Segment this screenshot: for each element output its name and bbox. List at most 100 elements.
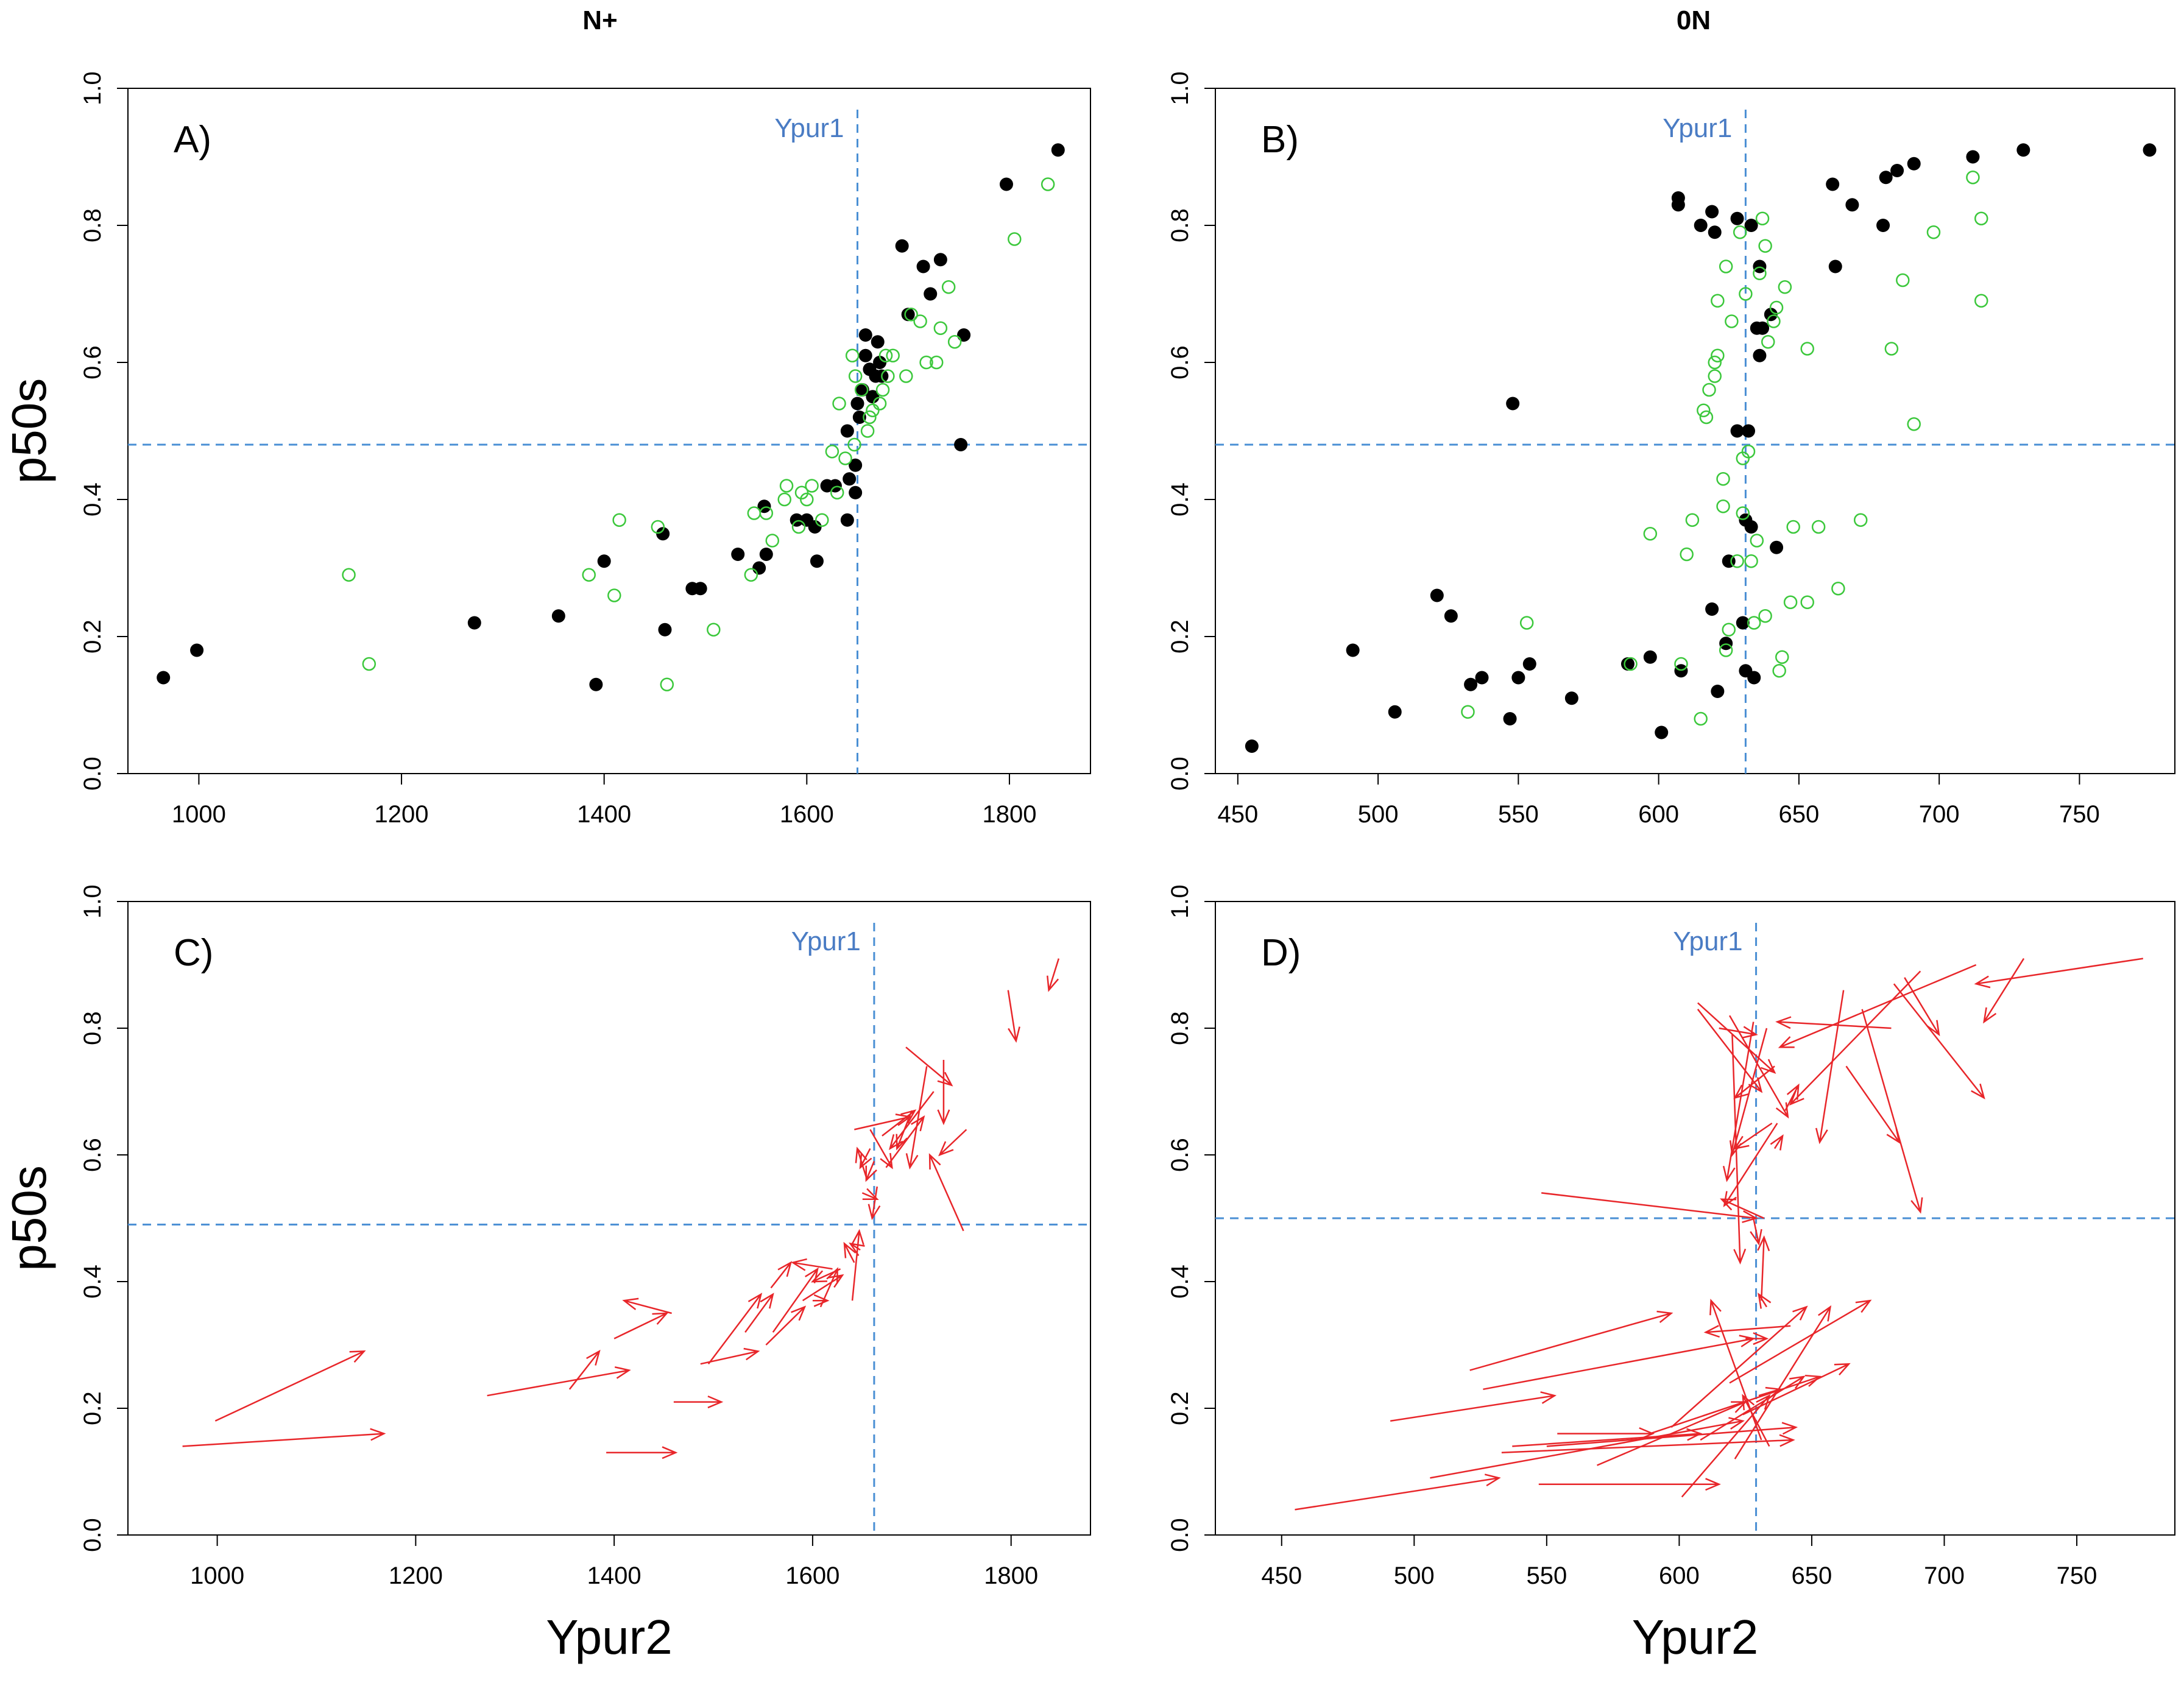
panel-b-point-open bbox=[1778, 280, 1792, 294]
panel-d: 450 500 550 600 650 700 750 0.0 0.2 0.4 0.6 0.8 1.0 Y… bbox=[1167, 884, 2175, 1664]
panel-c-arrow bbox=[606, 1446, 678, 1459]
panel-d-y-tick-label: 0.8 bbox=[1167, 1011, 1193, 1045]
panel-b-point-open bbox=[1750, 534, 1764, 548]
panel-b-point-open bbox=[1624, 657, 1638, 671]
panel-c-x-tick-label: 1200 bbox=[389, 1562, 443, 1589]
panel-c-arrow bbox=[673, 1395, 724, 1409]
panel-b-point-open bbox=[1719, 259, 1733, 273]
panel-d-arrow bbox=[1512, 1428, 1703, 1447]
panel-a-point-open bbox=[607, 588, 621, 602]
panel-a-y-tick-label: 1.0 bbox=[79, 71, 106, 105]
panel-c-arrow bbox=[568, 1349, 601, 1390]
panel-b-point-open bbox=[1643, 527, 1658, 541]
panel-b-point-open bbox=[1708, 369, 1722, 383]
panel-b-point-filled bbox=[1770, 540, 1784, 554]
panel-b-point-filled bbox=[1826, 177, 1840, 191]
panel-a-point-open bbox=[660, 677, 674, 691]
panel-b-y-tick-label: 0.8 bbox=[1167, 208, 1193, 242]
panel-d-x-tick-label: 500 bbox=[1394, 1562, 1435, 1589]
panel-a-y-tick-label: 0.2 bbox=[79, 619, 106, 654]
panel-a-x-tick-label: 1000 bbox=[172, 801, 226, 828]
panel-c-frame bbox=[127, 901, 1091, 1536]
panel-a-point-filled bbox=[808, 520, 822, 534]
panel-b-point-open bbox=[1461, 705, 1475, 719]
panel-d-frame bbox=[1215, 901, 2175, 1536]
panel-d-arrow bbox=[1784, 1083, 1800, 1111]
panel-a-point-filled bbox=[933, 253, 947, 267]
panel-a-point-filled bbox=[858, 348, 872, 362]
panel-b-point-filled bbox=[1705, 205, 1719, 219]
panel-c-arrow bbox=[889, 1091, 935, 1151]
panel-a-point-open bbox=[919, 355, 933, 370]
panel-a-point-filled bbox=[731, 548, 745, 561]
panel-c-arrow bbox=[938, 1129, 967, 1157]
panel-b-point-filled bbox=[1828, 259, 1842, 273]
panel-a-point-open bbox=[838, 451, 852, 465]
panel-a-point-open bbox=[866, 403, 880, 417]
panel-a-point-filled bbox=[957, 328, 971, 342]
panel-b-x-tick-label: 700 bbox=[1919, 801, 1960, 828]
panel-a-point-open bbox=[815, 513, 829, 527]
panel-a-x-tick-label: 1600 bbox=[780, 801, 834, 828]
panel-c-arrow bbox=[613, 1312, 669, 1339]
panel-d-arrow bbox=[1750, 1218, 1762, 1246]
panel-a-point-open bbox=[362, 657, 376, 671]
panel-a-point-open bbox=[872, 397, 887, 411]
panel-a-point-filled bbox=[656, 527, 670, 541]
panel-b-point-filled bbox=[1730, 211, 1744, 225]
panel-d-y-tick-label: 0.4 bbox=[1167, 1265, 1193, 1299]
panel-d-arrow bbox=[1758, 1386, 1782, 1400]
panel-b-point-filled bbox=[1522, 657, 1536, 671]
panel-c: 1000 1200 1400 1600 1800 0.0 0.2 0.4 0.6 0.8 1.0 Yp… bbox=[2, 884, 1091, 1664]
panel-a-x-tick-label: 1800 bbox=[982, 801, 1036, 828]
panel-a-point-filled bbox=[190, 643, 204, 657]
panel-b-point-filled bbox=[1730, 424, 1744, 438]
panel-a-point-open bbox=[941, 280, 956, 294]
panel-c-y-tick-label: 0.8 bbox=[79, 1011, 106, 1045]
panel-d-arrow bbox=[1983, 958, 2025, 1024]
panel-b-point-filled bbox=[1620, 657, 1634, 671]
panel-b-point-filled bbox=[1764, 308, 1778, 322]
panel-b-point-filled bbox=[1744, 219, 1758, 232]
panel-d-ypur1-label: Ypur1 bbox=[1673, 926, 1742, 956]
panel-a-point-filled bbox=[849, 485, 863, 499]
panel-d-arrow bbox=[1729, 1299, 1872, 1384]
panel-b-point-filled bbox=[1655, 725, 1669, 739]
panel-a-x-tick-label: 1400 bbox=[577, 801, 631, 828]
panel-d-arrow bbox=[1893, 983, 1985, 1099]
panel-b-point-open bbox=[1708, 355, 1722, 370]
panel-b-point-open bbox=[1884, 342, 1899, 356]
panel-d-arrow bbox=[1700, 1375, 1806, 1441]
panel-b-point-filled bbox=[1430, 588, 1444, 602]
panel-b-point-open bbox=[1800, 342, 1814, 356]
panel-d-arrow bbox=[1709, 1299, 1762, 1441]
panel-a-x-tick-label: 1200 bbox=[375, 801, 429, 828]
panel-b-ypur1-label: Ypur1 bbox=[1663, 113, 1732, 143]
panel-d-arrow bbox=[1390, 1391, 1557, 1422]
panel-b-point-filled bbox=[1643, 650, 1657, 664]
panel-c-ypur1-label: Ypur1 bbox=[791, 926, 861, 956]
panel-a-point-open bbox=[342, 568, 356, 582]
panel-a-point-open bbox=[794, 485, 809, 499]
panel-a-y-tick-label: 0.4 bbox=[79, 482, 106, 517]
panel-b-point-open bbox=[1685, 513, 1700, 527]
panel-a-ypur1-label: Ypur1 bbox=[774, 113, 844, 143]
panel-b-y-tick-label: 0.4 bbox=[1167, 482, 1193, 517]
panel-a-point-filled bbox=[810, 554, 824, 568]
panel-d-y-tick-label: 0.6 bbox=[1167, 1138, 1193, 1172]
panel-a-point-open bbox=[933, 321, 948, 335]
panel-a-point-open bbox=[777, 492, 791, 507]
panel-c-label: C) bbox=[174, 932, 213, 974]
panel-c-arrow bbox=[905, 1066, 928, 1170]
panel-b-y-tick-label: 0.6 bbox=[1167, 345, 1193, 379]
panel-d-arrow bbox=[1546, 1422, 1798, 1447]
panel-a-point-open bbox=[612, 513, 626, 527]
panel-b-x-tick-label: 600 bbox=[1638, 801, 1679, 828]
panel-c-arrow bbox=[937, 1060, 950, 1126]
panel-a-point-open bbox=[854, 383, 869, 397]
panel-a-point-filled bbox=[858, 328, 872, 342]
panel-d-arrow bbox=[1697, 1002, 1776, 1074]
panel-a-point-filled bbox=[157, 671, 171, 685]
panel-b-point-filled bbox=[1907, 157, 1921, 171]
panel-b-y-tick-label: 0.0 bbox=[1167, 757, 1193, 791]
